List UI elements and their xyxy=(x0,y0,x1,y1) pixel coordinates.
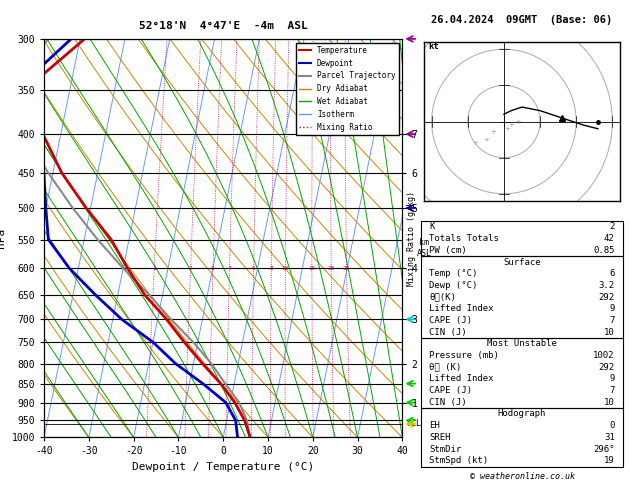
Text: 15: 15 xyxy=(308,266,316,271)
Text: 6: 6 xyxy=(610,269,615,278)
Text: CIN (J): CIN (J) xyxy=(430,328,467,337)
Text: +: + xyxy=(504,126,511,132)
Text: LCL: LCL xyxy=(406,419,421,428)
Text: 296°: 296° xyxy=(593,445,615,453)
Text: SREH: SREH xyxy=(430,433,451,442)
Text: 10: 10 xyxy=(604,328,615,337)
Text: PW (cm): PW (cm) xyxy=(430,246,467,255)
Text: 0: 0 xyxy=(610,421,615,430)
Text: StmDir: StmDir xyxy=(430,445,462,453)
Text: 26.04.2024  09GMT  (Base: 06): 26.04.2024 09GMT (Base: 06) xyxy=(431,15,613,25)
Text: +: + xyxy=(483,137,489,142)
Text: 4: 4 xyxy=(228,266,231,271)
Text: 0.85: 0.85 xyxy=(593,246,615,255)
Text: 2: 2 xyxy=(189,266,192,271)
Text: 1002: 1002 xyxy=(593,351,615,360)
Text: Pressure (mb): Pressure (mb) xyxy=(430,351,499,360)
Text: 9: 9 xyxy=(610,304,615,313)
Text: Lifted Index: Lifted Index xyxy=(430,374,494,383)
Legend: Temperature, Dewpoint, Parcel Trajectory, Dry Adiabat, Wet Adiabat, Isotherm, Mi: Temperature, Dewpoint, Parcel Trajectory… xyxy=(296,43,399,135)
Text: +: + xyxy=(490,129,496,135)
Text: 31: 31 xyxy=(604,433,615,442)
Text: 1: 1 xyxy=(152,266,156,271)
Text: Hodograph: Hodograph xyxy=(498,410,546,418)
Text: 42: 42 xyxy=(604,234,615,243)
Text: 2: 2 xyxy=(610,223,615,231)
Text: 8: 8 xyxy=(269,266,273,271)
Text: 10: 10 xyxy=(604,398,615,407)
Text: Totals Totals: Totals Totals xyxy=(430,234,499,243)
Text: +: + xyxy=(472,140,478,146)
Text: © weatheronline.co.uk: © weatheronline.co.uk xyxy=(469,472,574,481)
Text: kt: kt xyxy=(428,42,439,51)
Text: 20: 20 xyxy=(328,266,335,271)
Text: Lifted Index: Lifted Index xyxy=(430,304,494,313)
Text: CIN (J): CIN (J) xyxy=(430,398,467,407)
Text: +: + xyxy=(508,122,514,128)
Text: Temp (°C): Temp (°C) xyxy=(430,269,477,278)
Text: Surface: Surface xyxy=(503,258,541,266)
Text: 9: 9 xyxy=(610,374,615,383)
Text: 6: 6 xyxy=(252,266,255,271)
Text: θᴇ (K): θᴇ (K) xyxy=(430,363,462,372)
Text: 3.2: 3.2 xyxy=(599,281,615,290)
Text: 292: 292 xyxy=(599,293,615,302)
Text: 10: 10 xyxy=(282,266,289,271)
Text: Mixing Ratio (g/kg): Mixing Ratio (g/kg) xyxy=(408,191,416,286)
Text: 7: 7 xyxy=(610,316,615,325)
Text: 52°18'N  4°47'E  -4m  ASL: 52°18'N 4°47'E -4m ASL xyxy=(139,21,308,31)
Text: 3: 3 xyxy=(211,266,215,271)
Text: CAPE (J): CAPE (J) xyxy=(430,316,472,325)
Text: K: K xyxy=(430,223,435,231)
Y-axis label: km
ASL: km ASL xyxy=(417,238,431,258)
Text: 25: 25 xyxy=(343,266,350,271)
Text: 292: 292 xyxy=(599,363,615,372)
Text: Most Unstable: Most Unstable xyxy=(487,339,557,348)
Text: +: + xyxy=(515,119,521,124)
Text: EH: EH xyxy=(430,421,440,430)
Text: CAPE (J): CAPE (J) xyxy=(430,386,472,395)
Text: StmSpd (kt): StmSpd (kt) xyxy=(430,456,489,465)
X-axis label: Dewpoint / Temperature (°C): Dewpoint / Temperature (°C) xyxy=(132,462,314,472)
Text: θᴇ(K): θᴇ(K) xyxy=(430,293,456,302)
Y-axis label: hPa: hPa xyxy=(0,228,6,248)
Text: Dewp (°C): Dewp (°C) xyxy=(430,281,477,290)
Text: 7: 7 xyxy=(610,386,615,395)
Text: 19: 19 xyxy=(604,456,615,465)
